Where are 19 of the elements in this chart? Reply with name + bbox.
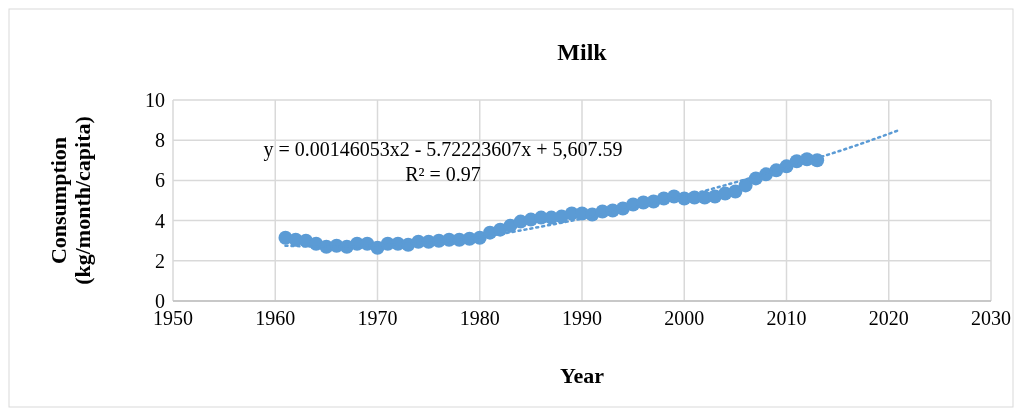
x-tick-label: 1970 (357, 307, 398, 329)
y-tick-label: 10 (145, 89, 165, 111)
y-tick-label: 8 (155, 129, 165, 152)
y-tick-label: 6 (155, 169, 165, 192)
x-tick-label: 2010 (766, 307, 807, 329)
x-axis-title: Year (560, 363, 605, 388)
y-axis-title: Consumption (kg/month/capita) (45, 116, 95, 285)
x-tick-label: 1980 (459, 307, 500, 329)
y-tick-label: 2 (155, 249, 165, 272)
x-tick-label: 2030 (971, 307, 1011, 329)
x-tick-label: 1990 (562, 307, 602, 329)
y-tick-label: 4 (155, 209, 165, 232)
point (728, 184, 743, 199)
x-tick-label: 2020 (868, 307, 909, 329)
chart-title: Milk (557, 39, 608, 65)
annotation: y = 0.00146053x2 - 5.72223607x + 5,607.59 (263, 138, 623, 161)
x-tick-label: 1960 (255, 307, 296, 329)
x-tick-label: 2000 (664, 307, 705, 329)
annotation: R² = 0.97 (405, 163, 481, 185)
